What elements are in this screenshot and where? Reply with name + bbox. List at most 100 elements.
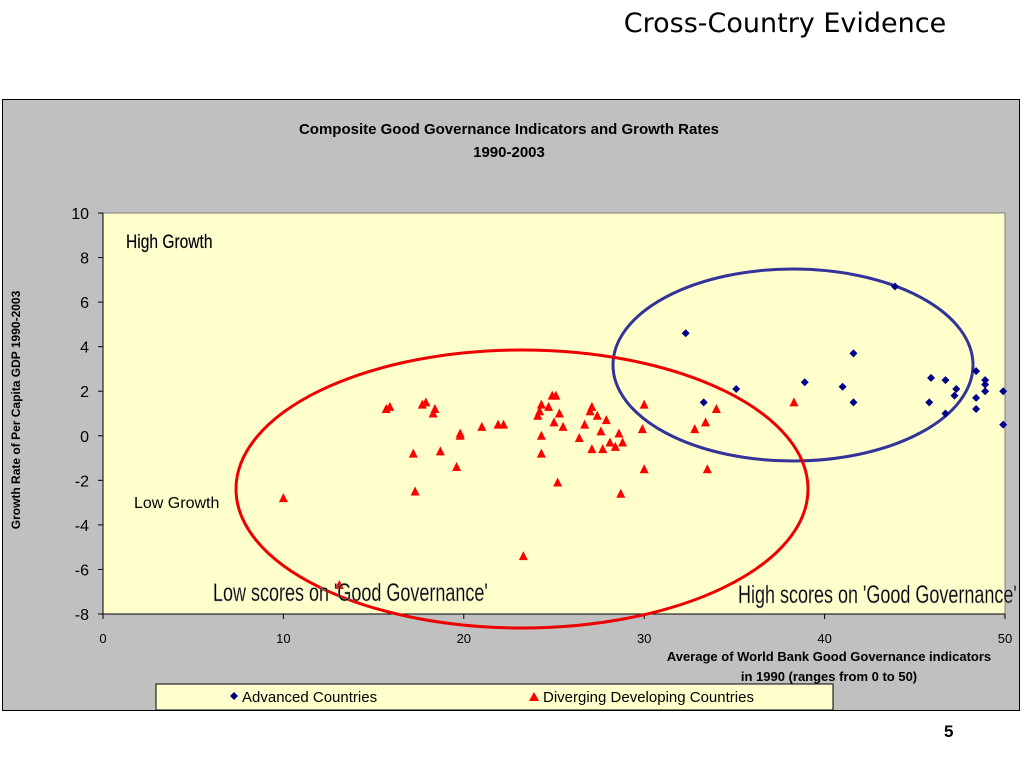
- developing-country-point: [587, 401, 597, 411]
- developing-country-point: [421, 397, 431, 407]
- developing-country-point: [549, 417, 559, 427]
- developing-country-point: [536, 399, 546, 409]
- developing-country-point: [558, 421, 568, 431]
- developing-country-point: [574, 433, 584, 443]
- advanced-country-point: [972, 367, 981, 376]
- chart-subtitle: 1990-2003: [473, 144, 545, 161]
- advanced-country-point: [849, 349, 858, 358]
- developing-country-point: [410, 486, 420, 496]
- advanced-country-point: [950, 391, 959, 400]
- advanced-country-point: [800, 378, 809, 387]
- legend-entry-advanced: Advanced Countries: [242, 689, 377, 706]
- y-tick-label: -2: [75, 473, 89, 490]
- advanced-country-point: [681, 329, 690, 338]
- annotation-low-scores: Low scores on 'Good Governance': [213, 578, 488, 607]
- chart-title: Composite Good Governance Indicators and…: [299, 121, 719, 138]
- developing-country-point: [596, 426, 606, 436]
- slide-title: Cross-Country Evidence: [623, 8, 947, 39]
- y-tick-label: -8: [75, 607, 89, 624]
- developing-country-point: [452, 461, 462, 471]
- legend-diamond-marker: [230, 692, 238, 700]
- developing-country-point: [789, 397, 799, 407]
- advanced-country-point: [972, 405, 981, 414]
- advanced-country-point: [981, 387, 990, 396]
- developing-country-point: [535, 406, 545, 416]
- advanced-country-point: [981, 376, 990, 385]
- y-tick-label: 6: [80, 295, 89, 312]
- legend-box: [155, 683, 834, 711]
- low-governance-circle: [234, 348, 810, 630]
- developing-country-point: [435, 446, 445, 456]
- developing-country-point: [605, 437, 615, 447]
- developing-country-point: [601, 415, 611, 425]
- developing-country-point: [711, 404, 721, 414]
- developing-country-point: [690, 424, 700, 434]
- ticks: -8 -6 -4 -2 0 2 4 6 8 10 0 10 20 30 40 50: [71, 206, 1012, 646]
- x-tick-label: 20: [457, 631, 471, 646]
- y-tick-label: 0: [80, 429, 89, 446]
- developing-country-point: [518, 551, 528, 561]
- advanced-country-point: [838, 382, 847, 391]
- advanced-country-point: [952, 384, 961, 393]
- page-number: 5: [944, 722, 954, 741]
- developing-country-point: [554, 408, 564, 418]
- developing-country-point: [536, 430, 546, 440]
- annotation-high-scores: High scores on 'Good Governance': [738, 580, 1017, 609]
- developing-country-point: [639, 399, 649, 409]
- developing-country-point: [587, 444, 597, 454]
- developing-country-point: [618, 437, 628, 447]
- developing-country-point: [455, 430, 465, 440]
- advanced-country-point: [941, 376, 950, 385]
- advanced-country-point: [999, 387, 1008, 396]
- developing-country-point: [616, 488, 626, 498]
- developing-country-point: [408, 448, 418, 458]
- advanced-country-point: [732, 384, 741, 393]
- developing-country-point: [702, 464, 712, 474]
- developing-country-point: [278, 493, 288, 503]
- x-tick-label: 40: [817, 631, 831, 646]
- developing-country-point: [544, 401, 554, 411]
- developing-country-point: [637, 424, 647, 434]
- developing-country-point: [498, 419, 508, 429]
- x-tick-label: 0: [99, 631, 106, 646]
- high-governance-circle: [611, 267, 975, 463]
- y-tick-label: -6: [75, 562, 89, 579]
- data-points: [278, 282, 1008, 590]
- developing-country-point: [639, 464, 649, 474]
- x-axis-label-line2: in 1990 (ranges from 0 to 50): [741, 669, 917, 684]
- x-tick-label: 30: [637, 631, 651, 646]
- annotation-low-growth: Low Growth: [134, 495, 219, 512]
- developing-country-point: [701, 417, 711, 427]
- developing-country-point: [553, 477, 563, 487]
- advanced-country-point: [925, 398, 934, 407]
- legend-entry-developing: Diverging Developing Countries: [543, 689, 754, 706]
- developing-country-point: [614, 428, 624, 438]
- legend-triangle-marker: [529, 692, 539, 701]
- plot-area: [102, 212, 1006, 615]
- x-axis-label-line1: Average of World Bank Good Governance in…: [667, 649, 991, 664]
- developing-country-point: [430, 404, 440, 414]
- x-tick-label: 10: [276, 631, 290, 646]
- axes: [102, 213, 1005, 615]
- advanced-country-point: [849, 398, 858, 407]
- y-tick-label: 8: [80, 251, 89, 268]
- developing-country-point: [385, 401, 395, 411]
- advanced-country-point: [927, 373, 936, 382]
- advanced-country-point: [981, 380, 990, 389]
- developing-country-point: [598, 444, 608, 454]
- developing-country-point: [477, 421, 487, 431]
- y-tick-label: 10: [71, 206, 89, 223]
- annotation-high-growth: High Growth: [126, 231, 213, 253]
- developing-country-point: [334, 580, 344, 590]
- developing-country-point: [580, 419, 590, 429]
- developing-country-point: [551, 390, 561, 400]
- advanced-country-point: [699, 398, 708, 407]
- y-tick-label: -4: [75, 518, 89, 535]
- developing-country-point: [610, 441, 620, 451]
- advanced-country-point: [941, 409, 950, 418]
- y-tick-label: 2: [80, 384, 89, 401]
- developing-country-point: [536, 448, 546, 458]
- advanced-country-point: [890, 282, 899, 291]
- x-tick-label: 50: [998, 631, 1012, 646]
